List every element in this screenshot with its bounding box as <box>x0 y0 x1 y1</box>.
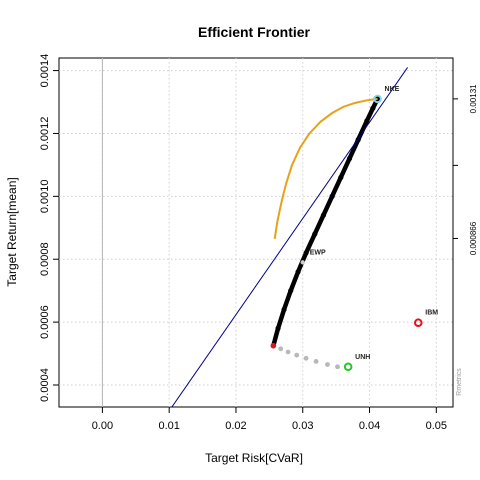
min-variance-point <box>325 362 330 367</box>
asset-point <box>413 318 423 328</box>
frontier-point <box>303 250 309 256</box>
right-axis: 0.00131 0.000866 <box>453 84 478 255</box>
x-axis-label: Target Risk[CVaR] <box>205 451 303 465</box>
y-tick-label: 0.0008 <box>39 242 51 276</box>
frontier-point <box>295 269 301 275</box>
y-tick-label: 0.0014 <box>39 54 51 88</box>
x-axis: 0.00 0.01 0.02 0.03 0.04 0.05 <box>92 407 447 432</box>
tangency-line <box>171 67 409 407</box>
frontier-point <box>275 325 281 331</box>
asset-label: EWP <box>310 249 326 256</box>
asset-layer: IBM UNH NKE EWP <box>270 86 438 372</box>
x-tick-label: 0.03 <box>292 420 313 432</box>
efficient-frontier-line <box>271 96 380 348</box>
minimum-risk-point <box>270 342 277 349</box>
min-variance-point <box>335 364 340 370</box>
chart-title: Efficient Frontier <box>198 24 311 40</box>
asset-point <box>343 362 353 372</box>
x-tick-label: 0.02 <box>225 420 246 432</box>
frontier-point <box>338 174 344 181</box>
series-layer <box>171 67 409 407</box>
min-variance-point <box>285 349 291 355</box>
grid <box>59 58 453 407</box>
frontier-point <box>364 118 370 124</box>
watermark: Rmetrics <box>456 368 463 396</box>
frontier-point <box>346 156 353 162</box>
frontier-point <box>312 231 318 237</box>
frontier-point <box>281 306 287 313</box>
asset-point <box>373 94 382 104</box>
min-variance-point <box>294 352 300 358</box>
asset-label: NKE <box>385 86 400 93</box>
right-axis-tick-label: 0.000866 <box>469 221 478 255</box>
x-tick-label: 0.05 <box>426 420 447 432</box>
asset-label: IBM <box>425 310 438 317</box>
min-variance-point <box>313 359 319 364</box>
frontier-point <box>320 212 327 218</box>
y-axis-label: Target Return[mean] <box>5 177 19 286</box>
frontier-point <box>370 105 376 111</box>
plot-area-border <box>58 57 454 408</box>
frontier-point <box>329 193 335 199</box>
y-tick-label: 0.0010 <box>39 180 51 214</box>
min-variance-point <box>278 346 284 352</box>
min-variance-point <box>303 355 309 361</box>
y-tick-label: 0.0006 <box>39 305 51 339</box>
frontier-point <box>288 288 294 294</box>
x-tick-label: 0.00 <box>92 420 113 432</box>
sharpe-ratio-line <box>273 97 378 239</box>
y-axis: 0.0004 0.0006 0.0008 0.0010 0.0012 0.0014 <box>39 54 59 402</box>
y-tick-label: 0.0004 <box>39 368 51 402</box>
asset-label: UNH <box>355 354 370 361</box>
asset-point <box>300 260 305 265</box>
x-tick-label: 0.01 <box>158 420 179 432</box>
x-tick-label: 0.04 <box>359 420 380 432</box>
y-tick-label: 0.0012 <box>39 117 51 151</box>
right-axis-tick-label: 0.00131 <box>469 84 478 113</box>
